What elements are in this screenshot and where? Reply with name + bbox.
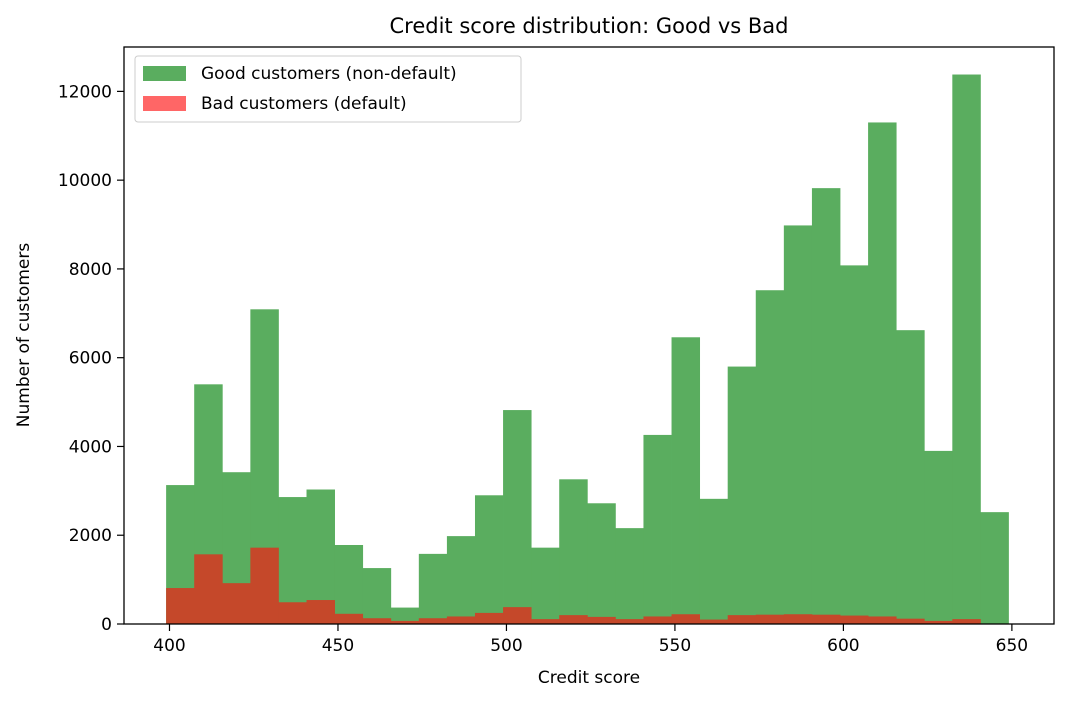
legend-label-good: Good customers (non-default): [201, 64, 457, 84]
overlap-bars: [166, 547, 981, 624]
bad-bar: [418, 618, 448, 624]
good-bar: [840, 265, 869, 624]
good-bar: [446, 536, 476, 624]
y-tick-label: 6000: [69, 349, 112, 369]
bad-bar: [924, 620, 953, 624]
y-tick-label: 10000: [58, 171, 112, 191]
bad-bar: [671, 614, 701, 624]
bad-bar: [783, 614, 813, 624]
bad-bar: [390, 620, 420, 624]
x-tick-label: 400: [153, 636, 185, 656]
bad-bar: [503, 607, 532, 624]
bad-bar: [531, 619, 560, 624]
legend-swatch-bad: [143, 96, 186, 111]
bad-bar: [896, 618, 925, 624]
bad-bar: [446, 616, 476, 624]
bad-bar: [474, 612, 504, 624]
bad-bar: [222, 583, 251, 624]
x-tick-label: 600: [827, 636, 859, 656]
chart-title: Credit score distribution: Good vs Bad: [390, 14, 789, 38]
good-bar: [980, 512, 1009, 624]
bad-bar: [840, 615, 869, 624]
good-bar: [587, 503, 616, 624]
y-axis-label: Number of customers: [14, 243, 34, 428]
good-bar: [924, 450, 953, 624]
y-tick-label: 4000: [69, 437, 112, 457]
good-bar: [671, 337, 701, 624]
legend-swatch-good: [143, 66, 186, 81]
bad-bar: [250, 547, 279, 624]
good-bar: [699, 498, 729, 624]
good-bar: [896, 330, 925, 624]
x-tick-label: 500: [490, 636, 522, 656]
bad-bar: [166, 588, 195, 624]
good-bar: [334, 544, 364, 624]
bad-bar: [559, 615, 588, 624]
y-tick-label: 2000: [69, 526, 112, 546]
good-bar: [727, 366, 757, 624]
x-axis-label: Credit score: [538, 668, 640, 688]
good-series-bars: [166, 74, 1009, 625]
plot-frame: [123, 46, 1055, 625]
good-bar: [952, 74, 981, 625]
bad-bar: [615, 619, 644, 624]
bad-bar: [306, 600, 335, 624]
x-tick-label: 650: [996, 636, 1028, 656]
good-bar: [390, 607, 420, 624]
legend-label-bad: Bad customers (default): [201, 94, 407, 114]
good-bar: [783, 225, 813, 624]
bad-bar: [952, 619, 981, 624]
y-axis: 0 2000 4000 6000 8000 10000 12000: [58, 82, 124, 635]
good-bar: [503, 410, 532, 624]
bad-bar: [334, 613, 364, 624]
bad-bar: [587, 616, 616, 624]
y-tick-label: 8000: [69, 260, 112, 280]
bad-bar: [811, 614, 841, 624]
legend-frame: [134, 55, 522, 123]
y-tick-label: 0: [101, 615, 112, 635]
bad-bar: [643, 616, 672, 624]
x-tick-label: 550: [659, 636, 691, 656]
bad-bar: [362, 618, 392, 624]
x-axis: 400 450 500 550 600 650: [153, 624, 1028, 656]
bad-bar: [755, 614, 785, 624]
good-bar: [643, 434, 672, 624]
good-bar: [755, 290, 785, 624]
good-bar: [362, 568, 392, 624]
x-tick-label: 450: [322, 636, 354, 656]
good-bar: [474, 495, 504, 624]
good-bar: [418, 553, 448, 624]
good-bar: [615, 528, 644, 624]
bad-bar: [699, 619, 729, 624]
y-tick-label: 12000: [58, 82, 112, 102]
good-bar: [559, 479, 588, 624]
good-bar: [811, 188, 841, 625]
bad-bar: [727, 615, 757, 624]
bad-bar: [278, 602, 307, 624]
good-bar: [868, 122, 897, 624]
bad-bar: [194, 554, 223, 624]
bad-bar: [868, 616, 897, 624]
good-bar: [531, 547, 560, 624]
legend: Good customers (non-default) Bad custome…: [134, 55, 522, 123]
